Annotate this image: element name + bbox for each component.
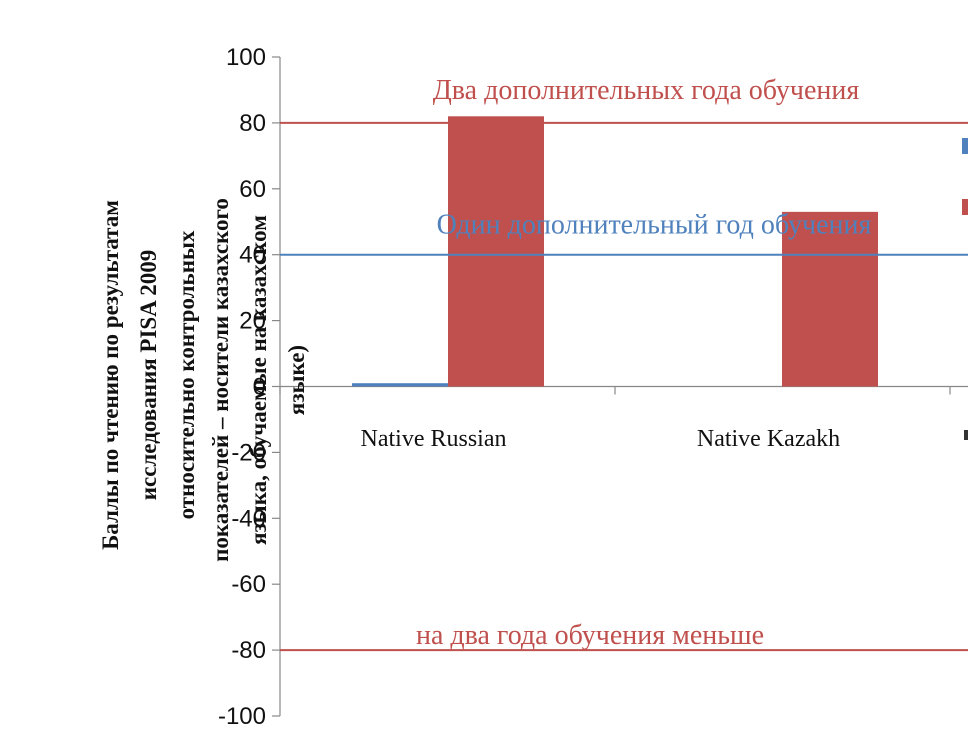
y-axis-title-line: исследования PISA 2009: [136, 250, 161, 501]
y-tick-label: 100: [226, 44, 266, 71]
y-tick-label: 20: [239, 308, 266, 335]
reference-lines: Два дополнительных года обучения Один доп…: [280, 75, 968, 652]
legend-marker: [962, 199, 968, 215]
reference-line-label: Два дополнительных года обучения: [433, 75, 860, 106]
y-tick-label: 0: [253, 374, 266, 401]
y-axis-title-line: показателей – носители казахского: [208, 198, 233, 562]
y-tick-label: -100: [218, 703, 266, 730]
legend: [962, 138, 968, 440]
x-tick-label: Native Kazakh: [697, 426, 840, 452]
x-tick-label: Native Russian: [361, 426, 507, 452]
y-tick-label: -40: [231, 505, 266, 532]
legend-marker: [962, 138, 968, 154]
y-axis-title-part: показателей – носители казахского языка, …: [208, 198, 309, 562]
axes: 100 80 60 40 20 0 -20 -40 -60 -80 -100 Native Russi…: [218, 44, 968, 730]
bar: [352, 383, 448, 387]
y-axis-title-line: языка, обучаемые на казахском: [246, 215, 271, 545]
reference-line-label: Один дополнительный год обучения: [437, 210, 872, 241]
y-axis-title-part: Баллы по чтению по результатам исследован…: [98, 200, 161, 550]
y-tick-label: -20: [231, 439, 266, 466]
y-tick-label: 80: [239, 110, 266, 137]
y-tick-label: -60: [231, 571, 266, 598]
bar: [448, 116, 544, 387]
y-tick-label: -80: [231, 637, 266, 664]
legend-marker: [964, 430, 968, 440]
y-axis-title-line: относительно контрольных: [174, 230, 199, 519]
y-tick-label: 60: [239, 176, 266, 203]
reference-line-label: на два года обучения меньше: [416, 620, 764, 651]
bars: [352, 116, 878, 387]
y-tick-label: 40: [239, 242, 266, 269]
y-axis-title-line: Баллы по чтению по результатам: [98, 200, 123, 550]
bar: [782, 211, 878, 387]
y-axis-title: Баллы по чтению по результатам исследован…: [98, 198, 309, 562]
y-axis-title-part: относительно контрольных: [174, 230, 199, 519]
y-axis-title-line: языке): [284, 345, 309, 415]
